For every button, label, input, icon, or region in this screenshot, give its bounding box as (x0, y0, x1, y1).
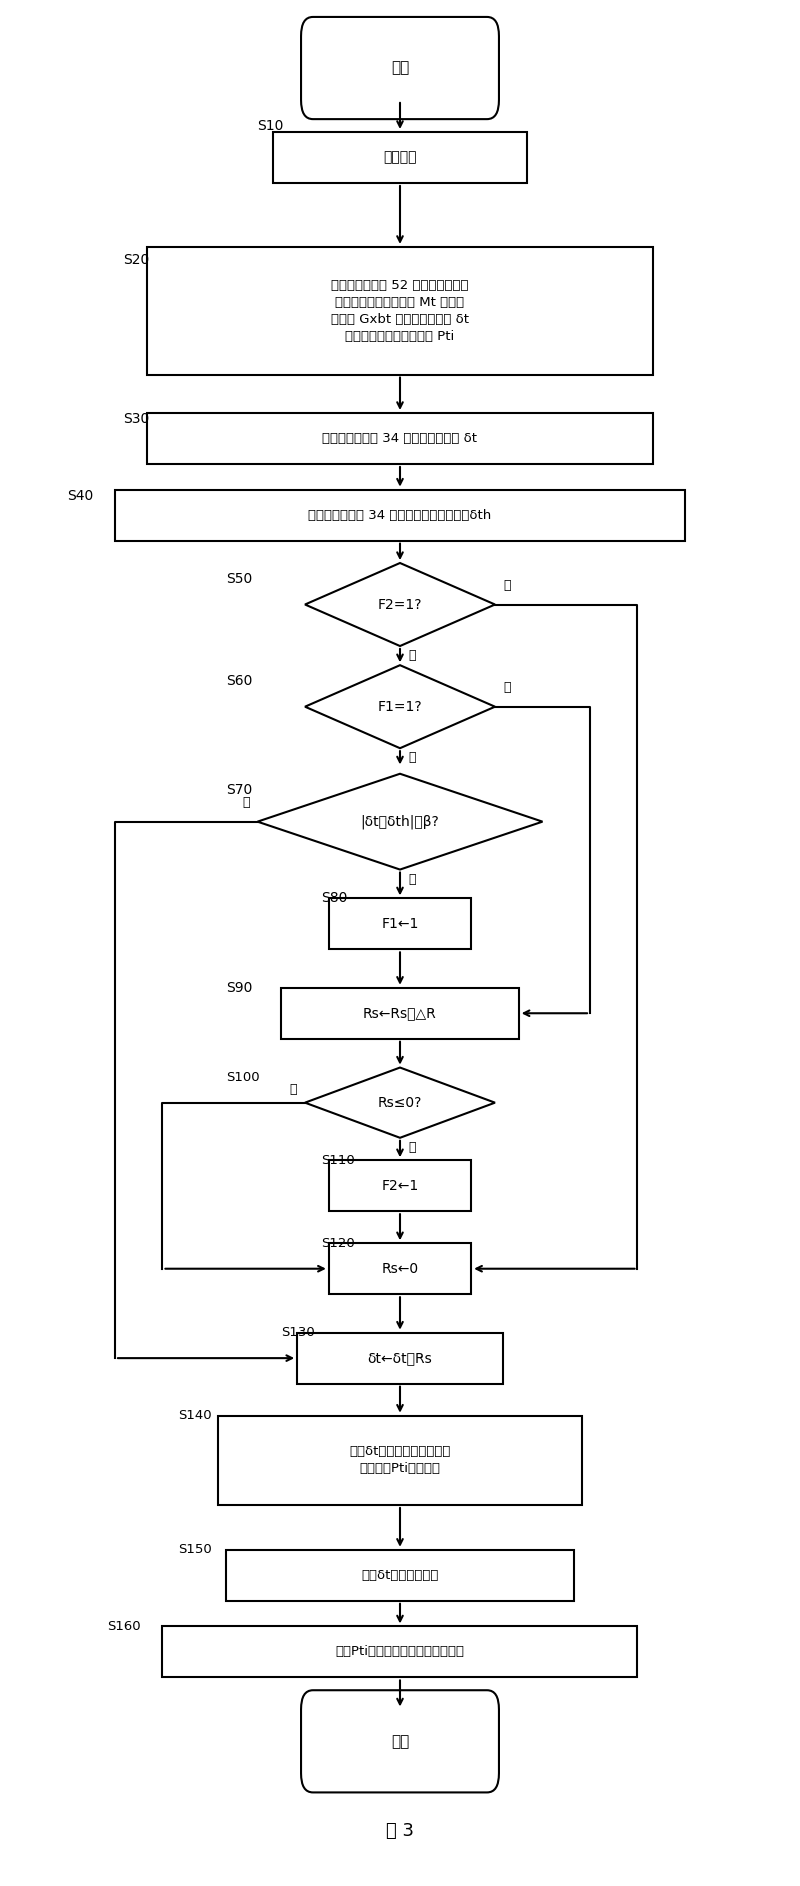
Polygon shape (258, 773, 542, 869)
Text: 否: 否 (290, 1083, 297, 1096)
Bar (226, 1550, 574, 1601)
Text: 根据δt计算出各车轮的目标
制动压力Pti的修正值: 根据δt计算出各车轮的目标 制动压力Pti的修正值 (350, 1445, 450, 1475)
Text: 读入信号: 读入信号 (383, 151, 417, 164)
Text: 由电子控制设备 34 接收目标转向角 δt: 由电子控制设备 34 接收目标转向角 δt (322, 432, 478, 445)
Text: Rs←0: Rs←0 (382, 1262, 418, 1275)
FancyBboxPatch shape (301, 1690, 499, 1792)
Text: 基于Pti执行各车轮的制动压力控制: 基于Pti执行各车轮的制动压力控制 (335, 1645, 465, 1658)
Bar (146, 413, 654, 464)
Text: S150: S150 (178, 1543, 212, 1556)
Text: S120: S120 (321, 1237, 354, 1250)
Text: 是: 是 (503, 681, 510, 694)
Text: S160: S160 (107, 1620, 141, 1633)
Text: S70: S70 (226, 783, 252, 796)
Text: Rs≤0?: Rs≤0? (378, 1096, 422, 1109)
Bar (218, 1416, 582, 1505)
Text: 否: 否 (408, 649, 415, 662)
Text: S130: S130 (282, 1326, 315, 1339)
Text: |δt－δth|＞β?: |δt－δth|＞β? (361, 815, 439, 830)
Text: S50: S50 (226, 571, 252, 587)
Text: S10: S10 (258, 119, 284, 132)
Text: F1←1: F1←1 (382, 917, 418, 932)
Bar (274, 132, 526, 183)
Text: S40: S40 (67, 488, 94, 504)
Text: 由电子控制设备 52 计算出车辆工作
控制用的目标横摆力矩 Mt 和目标
减速度 Gxbt 以及目标转向角 δt
和各车轮的目标制动压力 Pti: 由电子控制设备 52 计算出车辆工作 控制用的目标横摆力矩 Mt 和目标 减速度… (331, 279, 469, 343)
Polygon shape (305, 1067, 495, 1137)
Text: S90: S90 (226, 981, 252, 994)
Bar (329, 898, 471, 949)
Text: 是: 是 (503, 579, 510, 592)
Bar (115, 490, 685, 541)
Bar (282, 988, 518, 1039)
Polygon shape (305, 564, 495, 647)
Text: 是: 是 (408, 873, 415, 886)
Text: F2←1: F2←1 (382, 1179, 418, 1192)
Text: 否: 否 (408, 751, 415, 764)
Text: 是: 是 (408, 1141, 415, 1154)
Text: 返回: 返回 (391, 1733, 409, 1748)
Text: 基于δt执行转向控制: 基于δt执行转向控制 (362, 1569, 438, 1582)
Text: S140: S140 (178, 1409, 212, 1422)
Text: S20: S20 (123, 253, 149, 266)
Text: δt←δt・Rs: δt←δt・Rs (368, 1350, 432, 1365)
Bar (329, 1243, 471, 1294)
Text: 图 3: 图 3 (386, 1822, 414, 1839)
Text: S100: S100 (226, 1071, 259, 1084)
Text: 由电子控制设备 34 计算出估计目标转向角δth: 由电子控制设备 34 计算出估计目标转向角δth (308, 509, 492, 522)
Bar (329, 1160, 471, 1211)
Bar (146, 247, 654, 375)
Text: F1=1?: F1=1? (378, 700, 422, 713)
Polygon shape (305, 666, 495, 749)
Text: 否: 否 (242, 796, 250, 809)
Bar (297, 1333, 503, 1384)
Text: S110: S110 (321, 1154, 354, 1167)
Text: 开始: 开始 (391, 60, 409, 75)
Text: F2=1?: F2=1? (378, 598, 422, 611)
Text: S80: S80 (321, 892, 347, 905)
Text: Rs←Rs－△R: Rs←Rs－△R (363, 1007, 437, 1020)
Text: S60: S60 (226, 673, 252, 688)
Bar (162, 1626, 638, 1677)
Text: S30: S30 (123, 413, 149, 426)
FancyBboxPatch shape (301, 17, 499, 119)
